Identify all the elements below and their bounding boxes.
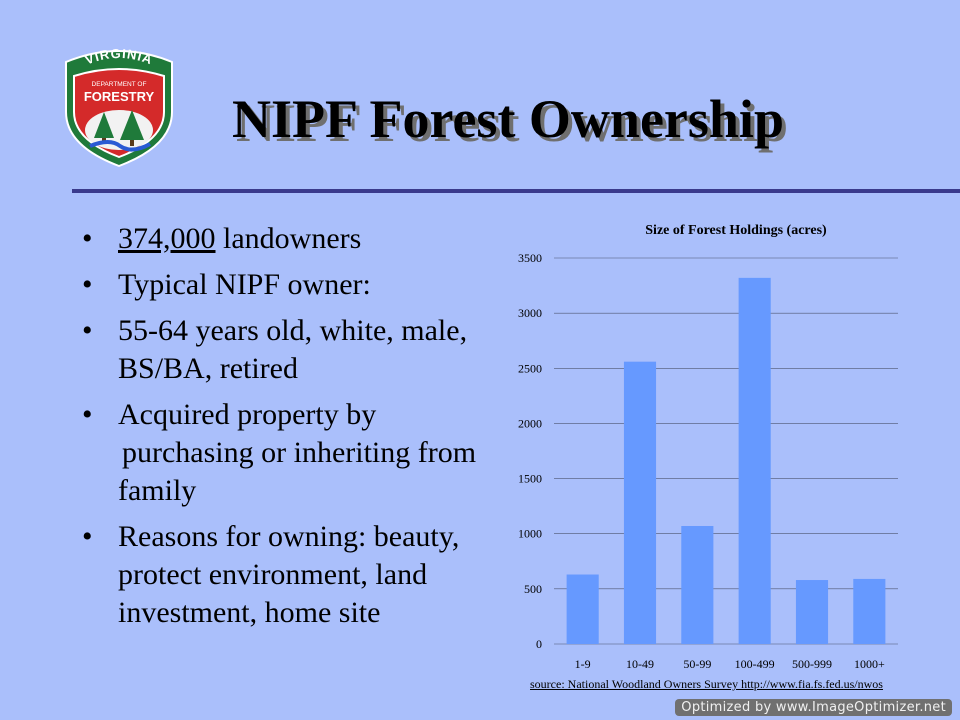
y-tick-label: 500	[524, 582, 542, 596]
bar	[623, 361, 657, 644]
bullet-text: Typical NIPF owner:	[118, 268, 371, 301]
bullet-highlight-number: 374,000	[118, 222, 216, 255]
y-tick-label: 3000	[518, 306, 542, 320]
y-tick-label: 0	[536, 637, 542, 651]
virginia-forestry-logo: VIRGINIA DEPARTMENT OF FORESTRY	[65, 46, 173, 168]
bullet-item: • 55-64 years old, white, male, BS/BA, re…	[80, 312, 480, 388]
x-tick-label: 10-49	[626, 657, 654, 671]
watermark-badge: Optimized by www.ImageOptimizer.net	[675, 699, 952, 716]
bullet-item: • Reasons for owning: beauty, protect env…	[80, 518, 480, 632]
bullet-item: • 374,000 landowners	[80, 220, 480, 258]
bar	[681, 525, 714, 644]
logo-top-text: VIRGINIA	[83, 46, 154, 68]
bullet-dot: •	[82, 520, 93, 553]
bullet-text: Reasons for owning: beauty, protect envi…	[118, 520, 460, 629]
bar	[566, 574, 599, 644]
x-tick-label: 100-499	[735, 657, 775, 671]
bullet-item: • Typical NIPF owner:	[80, 266, 480, 304]
x-tick-label: 500-999	[792, 657, 832, 671]
bullet-text: purchasing or inheriting from family	[118, 436, 477, 507]
bullet-text: Acquired property by	[118, 398, 377, 431]
logo-main-text: FORESTRY	[84, 89, 155, 104]
bar	[795, 580, 829, 644]
bullet-dot: •	[82, 398, 93, 431]
bullet-dot: •	[82, 268, 93, 301]
forest-holdings-chart: Size of Forest Holdings (acres) 0 500 1000 1…	[518, 223, 898, 671]
bullet-text: landowners	[215, 222, 362, 255]
bar	[738, 277, 771, 644]
source-link[interactable]: source: National Woodland Owners Survey …	[530, 677, 883, 691]
bullet-list: • 374,000 landowners • Typical NIPF owner: •…	[80, 220, 480, 640]
svg-text:VIRGINIA: VIRGINIA	[83, 46, 155, 68]
x-tick-label: 50-99	[683, 657, 711, 671]
y-tick-label: 2500	[518, 361, 542, 375]
page-title: NIPF Forest Ownership	[232, 89, 784, 149]
bullet-dot: •	[82, 314, 93, 347]
bullet-continuation: • purchasing or inheriting from family	[80, 434, 480, 510]
y-tick-label: 1000	[518, 527, 542, 541]
logo-dept-text: DEPARTMENT OF	[92, 81, 147, 88]
bar	[853, 578, 886, 644]
bullet-item: • Acquired property by	[80, 396, 480, 434]
chart-title: Size of Forest Holdings (acres)	[645, 223, 827, 238]
y-tick-label: 1500	[518, 472, 542, 486]
bullet-text: 55-64 years old, white, male, BS/BA, ret…	[118, 314, 468, 385]
title-divider	[72, 189, 960, 193]
x-tick-label: 1000+	[854, 657, 885, 671]
y-tick-label: 2000	[518, 416, 542, 430]
x-tick-label: 1-9	[575, 657, 591, 671]
y-tick-label: 3500	[518, 251, 542, 265]
bullet-dot: •	[82, 222, 93, 255]
